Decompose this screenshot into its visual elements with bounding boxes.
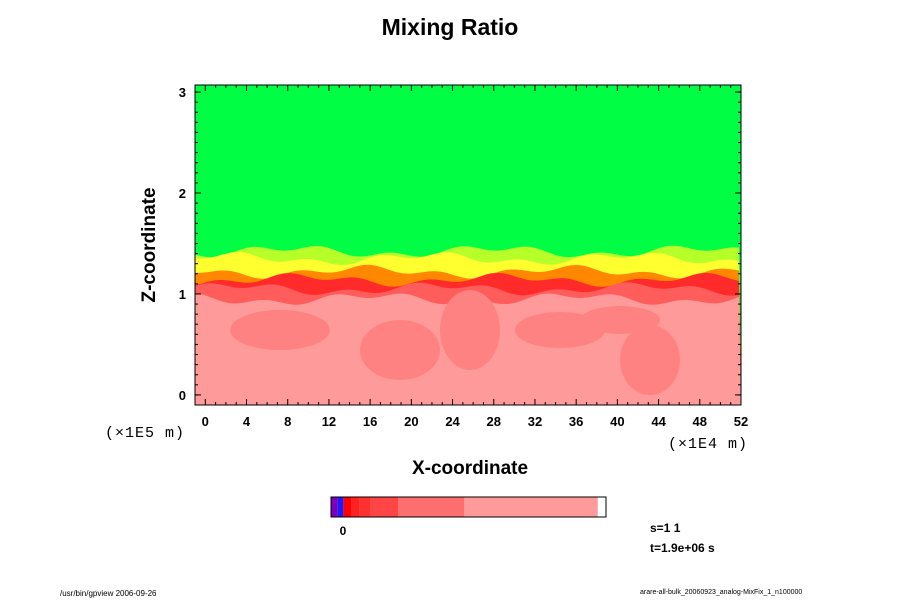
y-tick-label: 3 [179, 85, 186, 100]
x-tick-label: 0 [202, 414, 209, 429]
chart-title: Mixing Ratio [381, 14, 519, 40]
colorbar-segment [359, 497, 371, 517]
y-axis-label: Z-coordinate [139, 187, 160, 303]
eddy-patch [620, 325, 680, 395]
footer-right: arare-all-bulk_20060923_analog-MixFix_1_… [640, 589, 803, 596]
colorbar-frame [330, 496, 607, 518]
eddy-patch [580, 306, 660, 334]
x-tick-label: 12 [322, 414, 336, 429]
x-axis-label: X-coordinate [411, 458, 529, 479]
time-label: t=1.9e+06 s [650, 541, 715, 555]
plot-frame [194, 84, 742, 406]
x-tick-label: 32 [528, 414, 542, 429]
s-label: s=1 1 [650, 521, 681, 535]
colorbar-tick-label: 0 [340, 524, 347, 538]
colorbar-segment [464, 497, 598, 517]
x-tick-label: 20 [404, 414, 418, 429]
y-tick-label: 2 [179, 186, 186, 201]
y-tick-label: 1 [179, 287, 186, 302]
x-scale-label: (×1E4 m) [668, 436, 749, 453]
colorbar-segment [351, 497, 360, 517]
x-tick-label: 48 [693, 414, 707, 429]
footer-left: /usr/bin/gpview 2006-09-26 [60, 589, 157, 598]
x-tick-label: 24 [445, 414, 460, 429]
y-tick-label: 0 [179, 388, 186, 403]
x-tick-label: 4 [243, 414, 251, 429]
x-tick-label: 16 [363, 414, 377, 429]
x-tick-label: 44 [651, 414, 666, 429]
eddy-patch [360, 320, 440, 380]
colorbar-segment [370, 497, 399, 517]
eddy-patch [230, 310, 330, 350]
x-tick-label: 28 [487, 414, 501, 429]
x-tick-label: 40 [610, 414, 624, 429]
heatmap-field [195, 85, 741, 405]
colorbar-segment [337, 497, 344, 517]
colorbar-segment [343, 497, 352, 517]
x-tick-label: 8 [284, 414, 291, 429]
y-scale-label: (×1E5 m) [105, 425, 186, 442]
eddy-patch [440, 290, 500, 370]
colorbar-segment [331, 497, 338, 517]
x-tick-label: 52 [734, 414, 748, 429]
x-tick-label: 36 [569, 414, 583, 429]
colorbar-segment [398, 497, 465, 517]
